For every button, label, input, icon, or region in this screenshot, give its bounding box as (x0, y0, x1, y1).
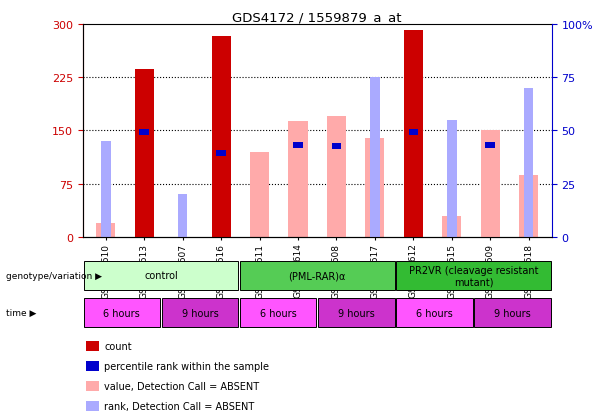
Text: rank, Detection Call = ABSENT: rank, Detection Call = ABSENT (104, 401, 254, 411)
Text: value, Detection Call = ABSENT: value, Detection Call = ABSENT (104, 381, 259, 391)
Bar (396, 299, 473, 327)
Bar (240, 261, 395, 290)
Text: 9 hours: 9 hours (338, 308, 375, 318)
Text: (PML-RAR)α: (PML-RAR)α (289, 271, 346, 281)
Bar (135, 69, 154, 237)
Bar (481, 131, 500, 237)
Bar (162, 299, 238, 327)
Text: percentile rank within the sample: percentile rank within the sample (104, 361, 269, 371)
Bar (442, 216, 462, 237)
Bar (519, 175, 538, 237)
Text: genotype/variation ▶: genotype/variation ▶ (6, 271, 102, 280)
Bar (327, 117, 346, 237)
Bar (101, 142, 110, 237)
Bar (524, 89, 533, 237)
Bar (288, 122, 308, 237)
Text: PR2VR (cleavage resistant
mutant): PR2VR (cleavage resistant mutant) (409, 265, 538, 287)
Bar (178, 195, 188, 237)
Bar (396, 261, 551, 290)
Bar (485, 142, 495, 148)
Bar (240, 299, 316, 327)
Bar (139, 130, 149, 135)
Text: 6 hours: 6 hours (416, 308, 453, 318)
Bar (447, 121, 457, 237)
Bar (318, 299, 395, 327)
Text: 6 hours: 6 hours (104, 308, 140, 318)
Title: GDS4172 / 1559879_a_at: GDS4172 / 1559879_a_at (232, 11, 402, 24)
Bar (365, 138, 384, 237)
Bar (332, 144, 341, 150)
Bar (96, 223, 115, 237)
Text: time ▶: time ▶ (6, 309, 37, 317)
Text: 6 hours: 6 hours (260, 308, 297, 318)
Bar (404, 31, 423, 237)
Bar (211, 37, 230, 237)
Bar (250, 152, 269, 237)
Bar (370, 78, 379, 237)
Text: 9 hours: 9 hours (181, 308, 218, 318)
Text: 9 hours: 9 hours (494, 308, 531, 318)
Bar (293, 142, 303, 148)
Bar (83, 261, 238, 290)
Text: control: control (144, 271, 178, 281)
Bar (216, 151, 226, 157)
Bar (408, 130, 418, 135)
Text: count: count (104, 342, 132, 351)
Bar (83, 299, 160, 327)
Bar (474, 299, 551, 327)
